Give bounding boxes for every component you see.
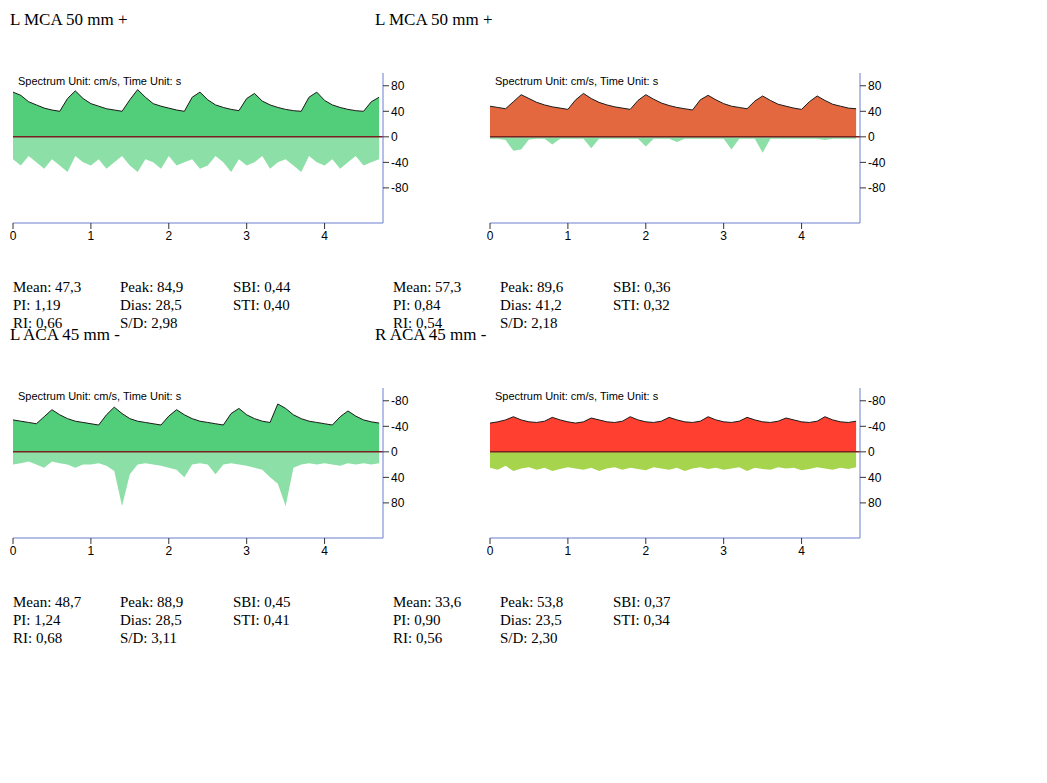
html-text:Mean: 33,6: Mean: 33,6 [393, 594, 462, 610]
svg-text:40: 40 [868, 471, 882, 485]
html-text:PI: 1,19: PI: 1,19 [13, 297, 61, 313]
svg-text:0: 0 [10, 229, 17, 243]
html-text:Spectrum Unit: cm/s, Time Unit: Spectrum Unit: cm/s, Time Unit: s [18, 390, 182, 402]
svg-text:1: 1 [565, 229, 572, 243]
svg-text:3: 3 [720, 229, 727, 243]
html-text:Spectrum Unit: cm/s, Time Unit: Spectrum Unit: cm/s, Time Unit: s [18, 75, 182, 87]
svg-text:0: 0 [10, 544, 17, 558]
html-text:L MCA 50 mm +: L MCA 50 mm + [375, 10, 493, 29]
svg-text:-80: -80 [391, 394, 409, 408]
svg-text:-80: -80 [391, 181, 409, 195]
svg-text:0: 0 [487, 544, 494, 558]
svg-text:0: 0 [391, 445, 398, 459]
svg-text:2: 2 [165, 229, 172, 243]
html-text:Spectrum Unit: cm/s, Time Unit: Spectrum Unit: cm/s, Time Unit: s [495, 390, 659, 402]
html-text:Dias: 23,5: Dias: 23,5 [500, 612, 562, 628]
svg-text:80: 80 [868, 496, 882, 510]
svg-text:2: 2 [642, 229, 649, 243]
html-text:STI: 0,41: STI: 0,41 [233, 612, 290, 628]
svg-text:-80: -80 [868, 181, 886, 195]
svg-text:0: 0 [391, 130, 398, 144]
svg-text:80: 80 [391, 79, 405, 93]
html-text:Spectrum Unit: cm/s, Time Unit: Spectrum Unit: cm/s, Time Unit: s [495, 75, 659, 87]
svg-text:0: 0 [868, 130, 875, 144]
svg-text:4: 4 [321, 229, 328, 243]
html-text:Peak: 84,9: Peak: 84,9 [120, 279, 184, 295]
html-text:RI: 0,54: RI: 0,54 [393, 315, 443, 331]
svg-text:4: 4 [798, 229, 805, 243]
svg-text:-40: -40 [391, 156, 409, 170]
html-text:S/D: 2,30: S/D: 2,30 [500, 630, 558, 646]
html-text:Dias: 28,5: Dias: 28,5 [120, 297, 182, 313]
html-text:R ACA 45 mm -: R ACA 45 mm - [375, 325, 487, 344]
svg-text:-40: -40 [868, 156, 886, 170]
html-text:Dias: 28,5: Dias: 28,5 [120, 612, 182, 628]
svg-text:40: 40 [868, 105, 882, 119]
html-text:RI: 0,66: RI: 0,66 [13, 315, 63, 331]
svg-text:3: 3 [243, 544, 250, 558]
svg-text:1: 1 [88, 229, 95, 243]
html-text:SBI: 0,36: SBI: 0,36 [613, 279, 671, 295]
html-text:RI: 0,68: RI: 0,68 [13, 630, 63, 646]
html-text:SBI: 0,37: SBI: 0,37 [613, 594, 671, 610]
html-text:Peak: 89,6: Peak: 89,6 [500, 279, 564, 295]
svg-text:80: 80 [391, 496, 405, 510]
svg-text:4: 4 [798, 544, 805, 558]
svg-text:-40: -40 [868, 420, 886, 434]
html-text:S/D: 2,98: S/D: 2,98 [120, 315, 178, 331]
html-text:RI: 0,56: RI: 0,56 [393, 630, 443, 646]
html-text:S/D: 2,18: S/D: 2,18 [500, 315, 558, 331]
html-text:STI: 0,34: STI: 0,34 [613, 612, 670, 628]
html-text:PI: 0,84: PI: 0,84 [393, 297, 441, 313]
html-text:L MCA 50 mm +: L MCA 50 mm + [10, 10, 128, 29]
html-text:Dias: 41,2: Dias: 41,2 [500, 297, 562, 313]
svg-text:-40: -40 [391, 420, 409, 434]
html-text:PI: 1,24: PI: 1,24 [13, 612, 61, 628]
svg-text:2: 2 [165, 544, 172, 558]
svg-text:0: 0 [868, 445, 875, 459]
svg-text:2: 2 [642, 544, 649, 558]
html-text:Mean: 48,7: Mean: 48,7 [13, 594, 82, 610]
svg-text:3: 3 [720, 544, 727, 558]
svg-text:40: 40 [391, 471, 405, 485]
html-text:Peak: 88,9: Peak: 88,9 [120, 594, 184, 610]
svg-text:0: 0 [487, 229, 494, 243]
html-text:STI: 0,40: STI: 0,40 [233, 297, 290, 313]
svg-text:3: 3 [243, 229, 250, 243]
html-text:L ACA 45 mm -: L ACA 45 mm - [10, 325, 120, 344]
svg-text:80: 80 [868, 79, 882, 93]
svg-text:1: 1 [565, 544, 572, 558]
svg-text:-80: -80 [868, 394, 886, 408]
html-text:PI: 0,90: PI: 0,90 [393, 612, 441, 628]
html-text:Peak: 53,8: Peak: 53,8 [500, 594, 564, 610]
html-text:SBI: 0,44: SBI: 0,44 [233, 279, 291, 295]
html-text:SBI: 0,45: SBI: 0,45 [233, 594, 291, 610]
svg-text:40: 40 [391, 105, 405, 119]
html-text:S/D: 3,11: S/D: 3,11 [120, 630, 177, 646]
html-text:Mean: 47,3: Mean: 47,3 [13, 279, 82, 295]
svg-text:4: 4 [321, 544, 328, 558]
svg-text:1: 1 [88, 544, 95, 558]
html-text:Mean: 57,3: Mean: 57,3 [393, 279, 462, 295]
html-text:STI: 0,32: STI: 0,32 [613, 297, 670, 313]
